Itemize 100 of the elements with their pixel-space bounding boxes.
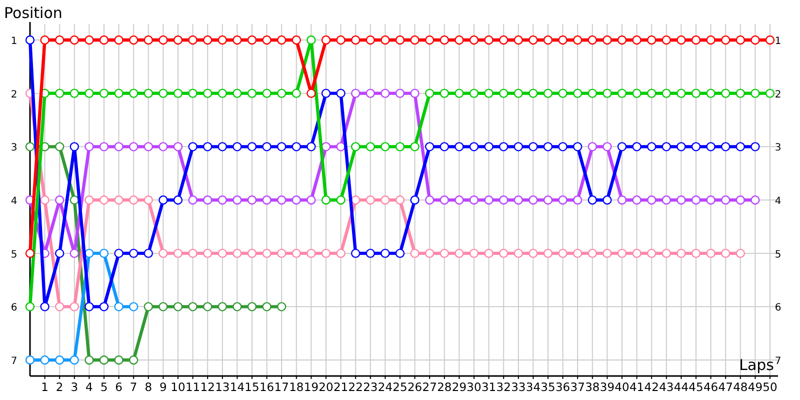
point xyxy=(543,142,553,152)
point xyxy=(721,35,730,45)
point xyxy=(114,142,124,152)
x-tick-label: 6 xyxy=(115,380,122,394)
point xyxy=(188,302,198,312)
point xyxy=(558,88,568,98)
x-tick-label: 1 xyxy=(41,380,48,394)
point xyxy=(632,195,642,205)
x-tick-label: 45 xyxy=(688,380,704,394)
point xyxy=(632,35,642,45)
point xyxy=(676,195,686,205)
point xyxy=(277,88,286,98)
point xyxy=(558,142,568,152)
point xyxy=(543,195,553,205)
point xyxy=(484,35,494,45)
point xyxy=(55,248,64,258)
point xyxy=(262,35,272,45)
x-tick-label: 32 xyxy=(496,380,511,394)
point xyxy=(99,88,109,98)
point xyxy=(440,88,449,98)
point xyxy=(114,88,124,98)
point xyxy=(188,88,198,98)
point xyxy=(469,88,479,98)
point xyxy=(158,195,168,205)
point xyxy=(425,248,434,258)
x-tick-label: 38 xyxy=(585,380,600,394)
point xyxy=(721,88,730,98)
point xyxy=(158,88,168,98)
point xyxy=(129,35,138,45)
x-tick-label: 11 xyxy=(185,380,200,394)
y-tick-label: 3 xyxy=(10,142,18,154)
point xyxy=(366,142,375,152)
point xyxy=(129,142,138,152)
point xyxy=(99,248,109,258)
point xyxy=(691,195,701,205)
point xyxy=(573,142,582,152)
point xyxy=(469,195,479,205)
x-tick-label: 22 xyxy=(348,380,363,394)
point xyxy=(366,248,375,258)
point xyxy=(706,88,716,98)
point xyxy=(543,88,553,98)
x-tick-label: 48 xyxy=(733,380,748,394)
point xyxy=(203,248,212,258)
point xyxy=(484,195,494,205)
point xyxy=(736,35,745,45)
point xyxy=(173,88,183,98)
point xyxy=(99,35,109,45)
point xyxy=(70,248,79,258)
point xyxy=(70,88,79,98)
point xyxy=(528,195,538,205)
point xyxy=(706,248,716,258)
point xyxy=(440,248,449,258)
point xyxy=(647,142,656,152)
x-tick-label: 3 xyxy=(70,380,78,394)
point xyxy=(765,88,775,98)
point xyxy=(632,142,642,152)
y-axis-title: Position xyxy=(4,4,62,22)
point xyxy=(114,355,124,365)
point xyxy=(750,142,760,152)
point xyxy=(218,35,227,45)
point xyxy=(114,248,124,258)
point xyxy=(528,88,538,98)
point xyxy=(721,248,730,258)
point xyxy=(454,35,464,45)
point xyxy=(617,35,627,45)
point xyxy=(499,35,508,45)
point xyxy=(99,355,109,365)
x-tick-label: 39 xyxy=(600,380,615,394)
point xyxy=(484,88,494,98)
point xyxy=(188,195,198,205)
point xyxy=(721,142,730,152)
point xyxy=(351,35,360,45)
point xyxy=(499,142,508,152)
point xyxy=(351,88,360,98)
point xyxy=(647,35,656,45)
point xyxy=(40,302,50,312)
point xyxy=(336,195,346,205)
point xyxy=(262,302,272,312)
x-tick-label: 34 xyxy=(526,380,541,394)
point xyxy=(765,35,775,45)
point xyxy=(395,88,405,98)
point xyxy=(691,142,701,152)
point xyxy=(662,142,671,152)
point xyxy=(736,248,745,258)
x-tick-label: 10 xyxy=(170,380,186,394)
point xyxy=(602,195,612,205)
point xyxy=(218,248,227,258)
point xyxy=(84,195,94,205)
point xyxy=(218,142,227,152)
x-tick-label: 43 xyxy=(659,380,674,394)
point xyxy=(351,195,360,205)
point xyxy=(129,302,138,312)
point xyxy=(129,355,138,365)
point xyxy=(676,248,686,258)
point xyxy=(528,35,538,45)
x-tick-label: 23 xyxy=(363,380,378,394)
point xyxy=(351,142,360,152)
point xyxy=(114,195,124,205)
point xyxy=(321,88,331,98)
point xyxy=(676,88,686,98)
